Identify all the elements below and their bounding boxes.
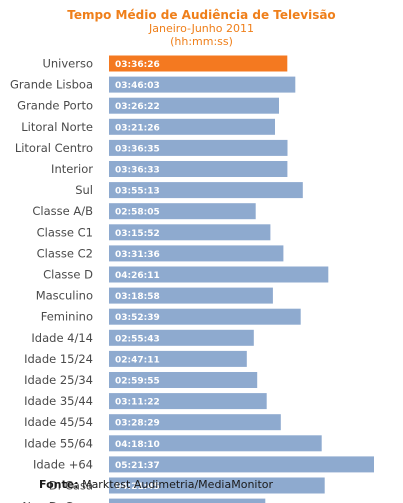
chart-subtitle: Janeiro-Junho 2011 (149, 22, 254, 35)
category-label-classe-c2: Classe C2 (37, 246, 93, 260)
category-label-idade-64: Idade +64 (33, 457, 93, 471)
category-label-idade-35-44: Idade 35/44 (24, 394, 93, 408)
value-label-masculino: 03:18:58 (115, 292, 160, 302)
category-label-masculino: Masculino (36, 289, 93, 303)
category-label-classe-d: Classe D (43, 268, 93, 282)
category-label-grande-lisboa: Grande Lisboa (10, 78, 93, 92)
category-label-sul: Sul (75, 183, 93, 197)
value-label-idade-64: 05:21:37 (115, 461, 160, 471)
value-label-litoral-norte: 03:21:26 (115, 123, 160, 133)
category-label-d-casa: D. Casa (49, 479, 93, 493)
title-block: Tempo Médio de Audiência de Televisão Ja… (0, 8, 403, 48)
bar-litoral-centro (109, 139, 288, 156)
value-label-idade-55-64: 04:18:10 (115, 440, 160, 450)
source-line: Fonte: Marktest Audimetria/MediaMonitor (39, 478, 273, 491)
value-label-d-casa: 04:21:45 (115, 482, 160, 492)
category-label-idade-4-14: Idade 4/14 (31, 331, 93, 345)
category-label-idade-45-54: Idade 45/54 (24, 415, 93, 429)
bar-classe-d (109, 266, 329, 283)
category-label-interior: Interior (51, 162, 93, 176)
category-label-feminino: Feminino (41, 310, 93, 324)
bar-grande-lisboa (109, 76, 296, 93)
category-label-idade-55-64: Idade 55/64 (24, 436, 93, 450)
value-label-classe-d: 04:26:11 (115, 271, 160, 281)
category-label-nao-d-casa: Nao D. Casa (22, 500, 93, 503)
value-label-litoral-centro: 03:36:35 (115, 144, 160, 154)
category-label-classe-a-b: Classe A/B (32, 204, 93, 218)
category-label-idade-15-24: Idade 15/24 (24, 352, 93, 366)
chart-units: (hh:mm:ss) (170, 35, 233, 48)
bar-nao-d-casa (109, 498, 266, 503)
category-label-universo: Universo (42, 57, 93, 71)
category-label-litoral-norte: Litoral Norte (21, 120, 93, 134)
bar-masculino (109, 287, 273, 304)
value-label-grande-lisboa: 03:46:03 (115, 81, 160, 91)
bar-universo (109, 55, 288, 72)
bar-classe-c2 (109, 245, 284, 262)
category-label-litoral-centro: Litoral Centro (15, 141, 93, 155)
value-label-idade-35-44: 03:11:22 (115, 398, 160, 408)
bar-grande-porto (109, 97, 279, 114)
chart-title: Tempo Médio de Audiência de Televisão (67, 8, 336, 22)
bar-idade-35-44 (109, 393, 267, 410)
value-label-classe-c2: 03:31:36 (115, 250, 160, 260)
value-label-interior: 03:36:33 (115, 166, 160, 176)
bar-idade-15-24 (109, 350, 247, 367)
value-label-universo: 03:36:26 (115, 60, 160, 70)
value-label-idade-45-54: 03:28:29 (115, 419, 160, 429)
bar-idade-64 (109, 456, 374, 473)
value-label-idade-15-24: 02:47:11 (115, 355, 160, 365)
bar-d-casa (109, 477, 325, 494)
category-label-idade-25-34: Idade 25/34 (24, 373, 93, 387)
source-label: Fonte: (39, 478, 79, 491)
bar-idade-45-54 (109, 414, 281, 431)
bar-sul (109, 182, 303, 199)
bar-classe-c1 (109, 224, 271, 241)
value-label-idade-4-14: 02:55:43 (115, 334, 160, 344)
value-label-sul: 03:55:13 (115, 187, 160, 197)
bar-interior (109, 161, 288, 177)
bar-classe-a-b (109, 203, 256, 220)
value-label-feminino: 03:52:39 (115, 313, 160, 323)
bar-idade-4-14 (109, 329, 254, 346)
category-label-classe-c1: Classe C1 (37, 225, 93, 239)
value-label-classe-a-b: 02:58:05 (115, 208, 160, 218)
bar-idade-25-34 (109, 372, 258, 388)
value-label-idade-25-34: 02:59:55 (115, 377, 160, 387)
value-label-classe-c1: 03:15:52 (115, 229, 160, 239)
category-label-grande-porto: Grande Porto (17, 99, 93, 113)
bar-litoral-norte (109, 118, 275, 135)
source-text: Marktest Audimetria/MediaMonitor (82, 478, 274, 491)
bar-idade-55-64 (109, 435, 322, 452)
value-label-grande-porto: 03:26:22 (115, 102, 160, 112)
bar-feminino (109, 308, 301, 325)
